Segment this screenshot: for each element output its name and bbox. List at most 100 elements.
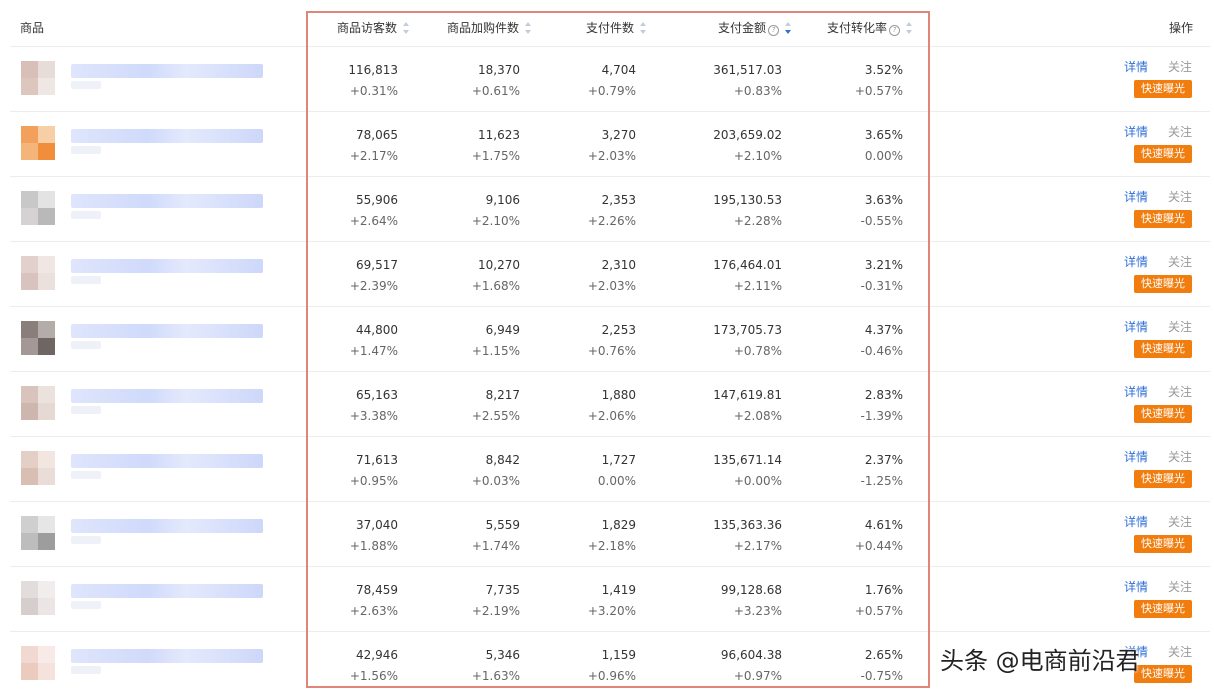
cell-paid-items: 2,310 +2.03% — [588, 257, 636, 294]
quick-expose-button[interactable]: 快速曝光 — [1134, 665, 1192, 683]
follow-link[interactable]: 关注 — [1168, 645, 1193, 659]
quick-expose-button[interactable]: 快速曝光 — [1134, 535, 1192, 553]
follow-link[interactable]: 关注 — [1168, 320, 1193, 334]
metric-change: +1.63% — [471, 669, 520, 683]
metric-change: +1.68% — [471, 279, 520, 293]
product-title-blurred[interactable] — [71, 259, 263, 273]
metric-change: +0.44% — [854, 539, 903, 553]
product-thumbnail[interactable] — [21, 321, 55, 355]
metric-change: -1.39% — [860, 409, 903, 423]
col-header-conversion[interactable]: 支付转化率? — [827, 20, 913, 36]
product-thumbnail[interactable] — [21, 191, 55, 225]
product-thumbnail[interactable] — [21, 451, 55, 485]
product-thumbnail[interactable] — [21, 386, 55, 420]
metric-change: +2.03% — [587, 149, 636, 163]
detail-link[interactable]: 详情 — [1124, 255, 1149, 269]
product-thumbnail[interactable] — [21, 126, 55, 160]
product-thumbnail[interactable] — [21, 646, 55, 680]
sort-icon[interactable] — [403, 22, 410, 34]
sort-icon[interactable] — [906, 22, 913, 34]
product-thumbnail[interactable] — [21, 581, 55, 615]
help-icon[interactable]: ? — [889, 25, 901, 36]
quick-expose-button[interactable]: 快速曝光 — [1134, 210, 1192, 228]
detail-link[interactable]: 详情 — [1124, 645, 1149, 659]
product-title-blurred[interactable] — [71, 64, 263, 78]
detail-link[interactable]: 详情 — [1124, 515, 1149, 529]
product-title-blurred[interactable] — [71, 129, 263, 143]
help-icon[interactable]: ? — [768, 25, 780, 36]
cell-paid-amount: 203,659.02 +2.10% — [713, 127, 782, 164]
product-title-blurred[interactable] — [71, 649, 263, 663]
follow-link[interactable]: 关注 — [1168, 580, 1193, 594]
sort-icon[interactable] — [525, 22, 532, 34]
follow-link[interactable]: 关注 — [1168, 125, 1193, 139]
cell-paid-items: 4,704 +0.79% — [588, 62, 636, 99]
follow-link[interactable]: 关注 — [1168, 450, 1193, 464]
follow-link[interactable]: 关注 — [1168, 255, 1193, 269]
product-subtitle-blurred — [71, 471, 101, 479]
product-subtitle-blurred — [71, 276, 101, 284]
follow-link[interactable]: 关注 — [1168, 385, 1193, 399]
col-header-action: 操作 — [1169, 21, 1194, 35]
quick-expose-button[interactable]: 快速曝光 — [1134, 275, 1192, 293]
metric-value: 78,065 — [356, 128, 398, 142]
quick-expose-button[interactable]: 快速曝光 — [1134, 340, 1192, 358]
metric-value: 1,727 — [601, 453, 636, 467]
product-title-blurred[interactable] — [71, 324, 263, 338]
metric-value: 2.65% — [864, 648, 903, 662]
table-row: 65,163 +3.38% 8,217 +2.55% 1,880 +2.06% 147,61… — [10, 371, 1210, 437]
follow-link[interactable]: 关注 — [1168, 515, 1193, 529]
col-header-visitors[interactable]: 商品访客数 — [337, 20, 410, 36]
sort-desc-icon[interactable] — [785, 22, 792, 34]
detail-link[interactable]: 详情 — [1124, 320, 1149, 334]
metric-value: 5,559 — [485, 518, 520, 532]
product-title-blurred[interactable] — [71, 519, 263, 533]
quick-expose-button[interactable]: 快速曝光 — [1134, 600, 1192, 618]
metric-value: 1,829 — [601, 518, 636, 532]
product-title-blurred[interactable] — [71, 584, 263, 598]
product-title-blurred[interactable] — [71, 194, 263, 208]
col-header-product: 商品 — [20, 21, 45, 35]
cell-cart: 5,346 +1.63% — [472, 647, 520, 684]
metric-value: 2,353 — [601, 193, 636, 207]
cell-cart: 5,559 +1.74% — [472, 517, 520, 554]
detail-link[interactable]: 详情 — [1124, 190, 1149, 204]
metric-change: -0.75% — [860, 669, 903, 683]
sort-icon[interactable] — [640, 22, 647, 34]
metric-change: +2.39% — [349, 279, 398, 293]
metric-change: +2.17% — [349, 149, 398, 163]
detail-link[interactable]: 详情 — [1124, 580, 1149, 594]
metric-change: +0.96% — [587, 669, 636, 683]
product-title-blurred[interactable] — [71, 454, 263, 468]
metric-value: 6,949 — [485, 323, 520, 337]
metric-change: +3.38% — [349, 409, 398, 423]
col-header-cart[interactable]: 商品加购件数 — [447, 20, 532, 36]
product-thumbnail[interactable] — [21, 256, 55, 290]
quick-expose-button[interactable]: 快速曝光 — [1134, 470, 1192, 488]
metric-change: +2.06% — [587, 409, 636, 423]
col-header-paid-items[interactable]: 支付件数 — [586, 20, 647, 36]
table-row: 37,040 +1.88% 5,559 +1.74% 1,829 +2.18% 135,36… — [10, 501, 1210, 567]
metric-change: +1.88% — [349, 539, 398, 553]
cell-paid-items: 1,880 +2.06% — [588, 387, 636, 424]
product-subtitle-blurred — [71, 666, 101, 674]
col-header-paid-amount[interactable]: 支付金额? — [718, 20, 792, 36]
detail-link[interactable]: 详情 — [1124, 60, 1149, 74]
detail-link[interactable]: 详情 — [1124, 450, 1149, 464]
quick-expose-button[interactable]: 快速曝光 — [1134, 80, 1192, 98]
quick-expose-button[interactable]: 快速曝光 — [1134, 405, 1192, 423]
product-thumbnail[interactable] — [21, 516, 55, 550]
follow-link[interactable]: 关注 — [1168, 60, 1193, 74]
table-row: 42,946 +1.56% 5,346 +1.63% 1,159 +0.96% 96,604… — [10, 631, 1210, 697]
metric-change: -0.55% — [860, 214, 903, 228]
quick-expose-button[interactable]: 快速曝光 — [1134, 145, 1192, 163]
cell-paid-amount: 361,517.03 +0.83% — [713, 62, 782, 99]
follow-link[interactable]: 关注 — [1168, 190, 1193, 204]
product-thumbnail[interactable] — [21, 61, 55, 95]
detail-link[interactable]: 详情 — [1124, 385, 1149, 399]
metric-change: 0.00% — [597, 474, 636, 488]
product-title-blurred[interactable] — [71, 389, 263, 403]
cell-paid-items: 1,727 0.00% — [598, 452, 636, 489]
detail-link[interactable]: 详情 — [1124, 125, 1149, 139]
cell-paid-items: 1,829 +2.18% — [588, 517, 636, 554]
